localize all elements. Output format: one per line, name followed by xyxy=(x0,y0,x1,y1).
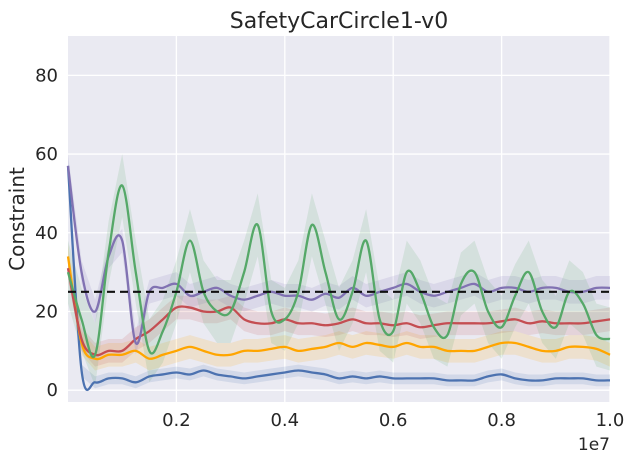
band-red xyxy=(68,256,610,367)
x-tick-label: 0.8 xyxy=(487,410,516,431)
y-tick-label: 40 xyxy=(35,223,58,244)
y-tick-label: 60 xyxy=(35,144,58,165)
line-red xyxy=(66,267,611,357)
y-tick-label: 20 xyxy=(35,301,58,322)
y-tick-labels: 0 20 40 60 80 xyxy=(35,65,58,401)
y-axis-label: Constraint xyxy=(5,167,29,271)
y-tick-label: 0 xyxy=(47,380,58,401)
line-green xyxy=(66,184,611,359)
confidence-bands xyxy=(68,154,610,389)
x-tick-label: 0.2 xyxy=(162,410,191,431)
x-tick-labels: 0.2 0.4 0.6 0.8 1.0 xyxy=(162,410,624,431)
band-green xyxy=(68,154,610,387)
grid xyxy=(68,36,611,402)
band-orange xyxy=(68,244,610,371)
line-blue xyxy=(66,165,611,392)
x-tick-label: 0.6 xyxy=(379,410,408,431)
line-orange xyxy=(66,256,611,361)
x-tick-label: 0.4 xyxy=(270,410,299,431)
chart-title: SafetyCarCircle1-v0 xyxy=(230,9,448,34)
y-tick-label: 80 xyxy=(35,65,58,86)
x-tick-label: 1.0 xyxy=(596,410,625,431)
x-offset-label: 1e7 xyxy=(578,435,610,455)
